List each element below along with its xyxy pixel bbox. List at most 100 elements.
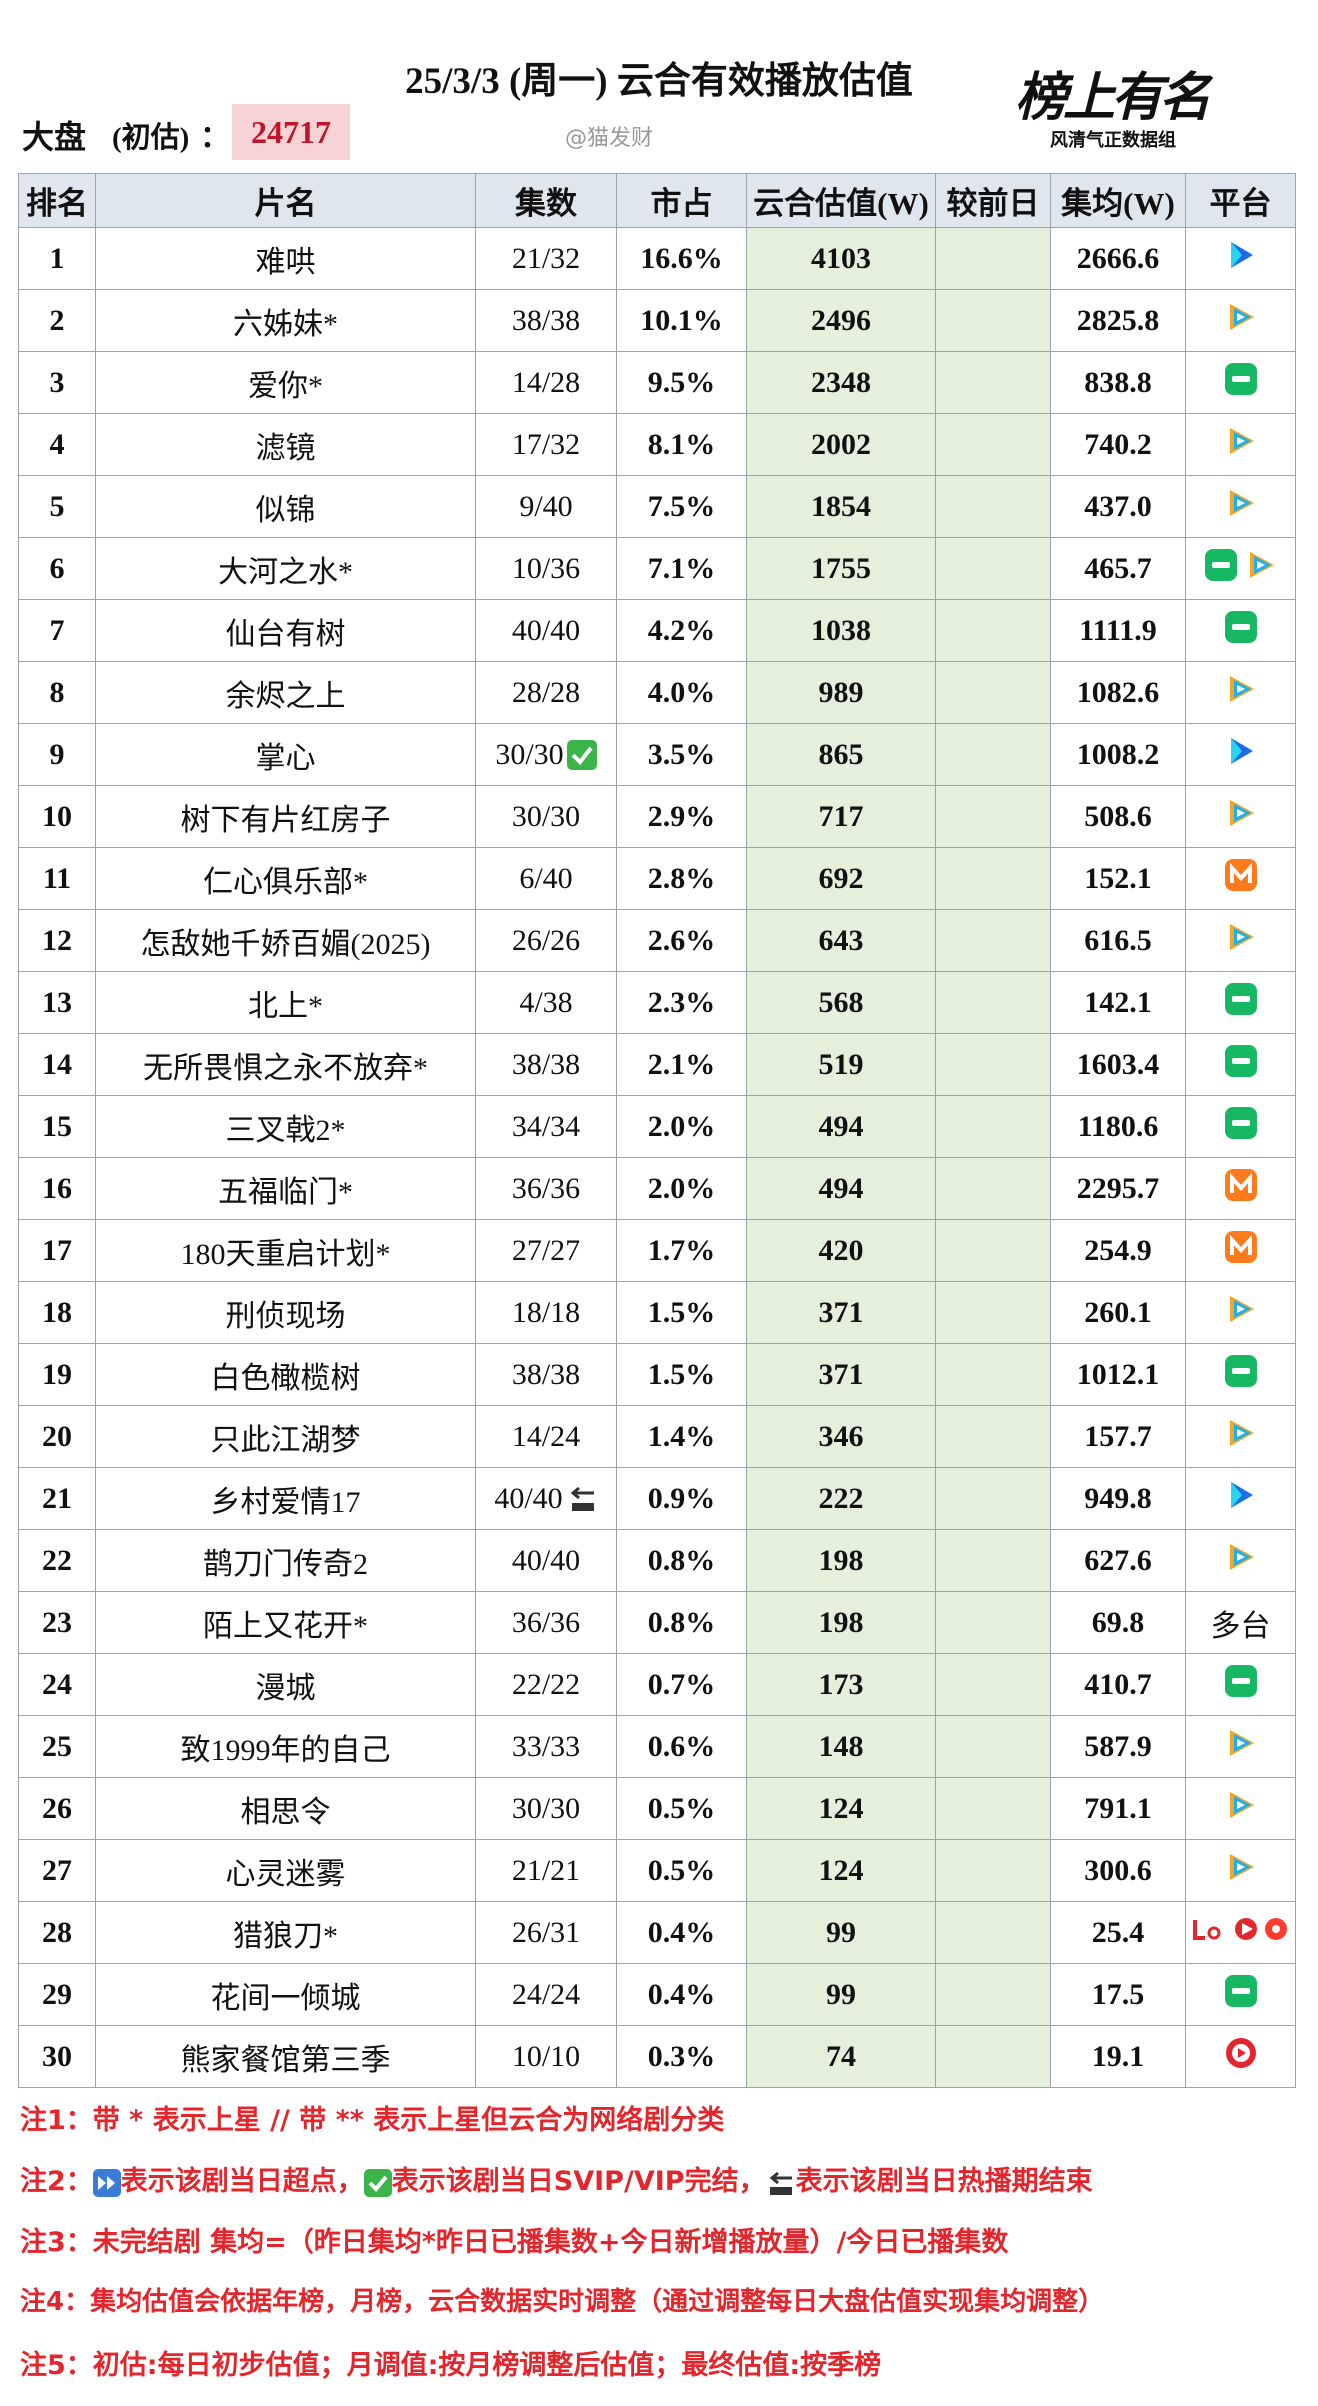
- platform-cell: [1186, 724, 1296, 786]
- table-cell: [936, 1096, 1051, 1158]
- table-cell: 2825.8: [1051, 290, 1186, 352]
- table-cell: 21/21: [476, 1840, 617, 1902]
- table-cell: 29: [19, 1964, 96, 2026]
- table-cell: 494: [747, 1096, 936, 1158]
- table-cell: 152.1: [1051, 848, 1186, 910]
- table-cell: [936, 1716, 1051, 1778]
- platform-icon: [1224, 1540, 1258, 1582]
- table-cell: 4/38: [476, 972, 617, 1034]
- table-cell: 大河之水*: [96, 538, 476, 600]
- table-cell: 38/38: [476, 1034, 617, 1096]
- platform-cell: [1186, 786, 1296, 848]
- table: 排名 片名 集数 市占 云合估值(W) 较前日 集均(W) 平台 1 难哄 21/32 16.6% 41…: [18, 173, 1296, 2088]
- table-cell: 10/10: [476, 2026, 617, 2088]
- platform-icon: [1224, 734, 1258, 776]
- table-cell: 791.1: [1051, 1778, 1186, 1840]
- table-cell: 1: [19, 228, 96, 290]
- note: 注4：集均估值会依据年榜，月榜，云合数据实时调整（通过调整每日大盘估值实现集均调…: [20, 2287, 1105, 2317]
- table-cell: 14: [19, 1034, 96, 1096]
- table-cell: 0.5%: [617, 1840, 747, 1902]
- platform-icon: [1224, 610, 1258, 652]
- table-cell: 0.9%: [617, 1468, 747, 1530]
- table-cell: 692: [747, 848, 936, 910]
- platform-icon: [1224, 1974, 1258, 2016]
- platform-icon: [1244, 548, 1278, 590]
- table-cell: 六姊妹*: [96, 290, 476, 352]
- platform-icon: [1224, 858, 1258, 900]
- table-cell: 难哄: [96, 228, 476, 290]
- table-cell: 30/30: [476, 1778, 617, 1840]
- platform-icon: [1224, 1788, 1258, 1830]
- table-cell: 1.5%: [617, 1282, 747, 1344]
- platform-icon: [1224, 1354, 1258, 1396]
- table-cell: 34/34: [476, 1096, 617, 1158]
- table-cell: 10.1%: [617, 290, 747, 352]
- table-cell: 198: [747, 1592, 936, 1654]
- table-cell: 树下有片红房子: [96, 786, 476, 848]
- table-cell: 2348: [747, 352, 936, 414]
- platform-icon: [1224, 238, 1258, 280]
- platform-cell: [1186, 1220, 1296, 1282]
- table-cell: 9: [19, 724, 96, 786]
- table-cell: 23: [19, 1592, 96, 1654]
- table-cell: 124: [747, 1778, 936, 1840]
- table-cell: 2.9%: [617, 786, 747, 848]
- table-cell: 173: [747, 1654, 936, 1716]
- table-cell: 28: [19, 1902, 96, 1964]
- table-cell: [936, 1902, 1051, 1964]
- table-cell: 0.7%: [617, 1654, 747, 1716]
- table-cell: 2: [19, 290, 96, 352]
- table-cell: [936, 662, 1051, 724]
- table-cell: 13: [19, 972, 96, 1034]
- table-cell: 1.5%: [617, 1344, 747, 1406]
- table-cell: 7: [19, 600, 96, 662]
- platform-icon: [1224, 796, 1258, 838]
- platform-icon: [1224, 1044, 1258, 1086]
- note-part: 表示该剧当日热播期结束: [795, 2166, 1093, 2197]
- platform-icon: [1224, 486, 1258, 528]
- table-cell: [936, 1592, 1051, 1654]
- platform-icon: [1224, 1106, 1258, 1148]
- table-cell: 27/27: [476, 1220, 617, 1282]
- table-cell: 22/22: [476, 1654, 617, 1716]
- table-cell: 717: [747, 786, 936, 848]
- table-cell: 19: [19, 1344, 96, 1406]
- platform-cell: [1186, 848, 1296, 910]
- table-cell: 157.7: [1051, 1406, 1186, 1468]
- table-cell: 371: [747, 1282, 936, 1344]
- platform-cell: [1186, 1654, 1296, 1716]
- table-cell: 437.0: [1051, 476, 1186, 538]
- table-cell: 40/40: [476, 1530, 617, 1592]
- table-cell: [936, 1282, 1051, 1344]
- table-cell: 1180.6: [1051, 1096, 1186, 1158]
- table-cell: 1012.1: [1051, 1344, 1186, 1406]
- platform-icon: [1224, 982, 1258, 1024]
- table-cell: 142.1: [1051, 972, 1186, 1034]
- column-header: 排名: [19, 174, 96, 228]
- column-header: 市占: [617, 174, 747, 228]
- table-cell: 五福临门*: [96, 1158, 476, 1220]
- table-cell: 420: [747, 1220, 936, 1282]
- note: 注1：带 * 表示上星 // 带 ** 表示上星但云合为网络剧分类: [20, 2105, 725, 2136]
- table-cell: 16: [19, 1158, 96, 1220]
- note: 注3：未完结剧 集均=（昨日集均*昨日已播集数+今日新增播放量）/今日已播集数: [20, 2227, 1009, 2258]
- colon: ：: [200, 121, 230, 154]
- table-cell: 2.0%: [617, 1096, 747, 1158]
- table-cell: 14/28: [476, 352, 617, 414]
- table-cell: 似锦: [96, 476, 476, 538]
- column-header: 片名: [96, 174, 476, 228]
- table-cell: [936, 1220, 1051, 1282]
- table-cell: 4.2%: [617, 600, 747, 662]
- table-cell: 260.1: [1051, 1282, 1186, 1344]
- platform-cell: [1186, 1158, 1296, 1220]
- table-cell: 465.7: [1051, 538, 1186, 600]
- table-cell: 300.6: [1051, 1840, 1186, 1902]
- table-cell: 494: [747, 1158, 936, 1220]
- table-cell: 568: [747, 972, 936, 1034]
- column-header: 云合估值(W): [747, 174, 936, 228]
- table-cell: 爱你*: [96, 352, 476, 414]
- table-cell: 222: [747, 1468, 936, 1530]
- table-cell: 838.8: [1051, 352, 1186, 414]
- table-cell: 1008.2: [1051, 724, 1186, 786]
- table-cell: 8: [19, 662, 96, 724]
